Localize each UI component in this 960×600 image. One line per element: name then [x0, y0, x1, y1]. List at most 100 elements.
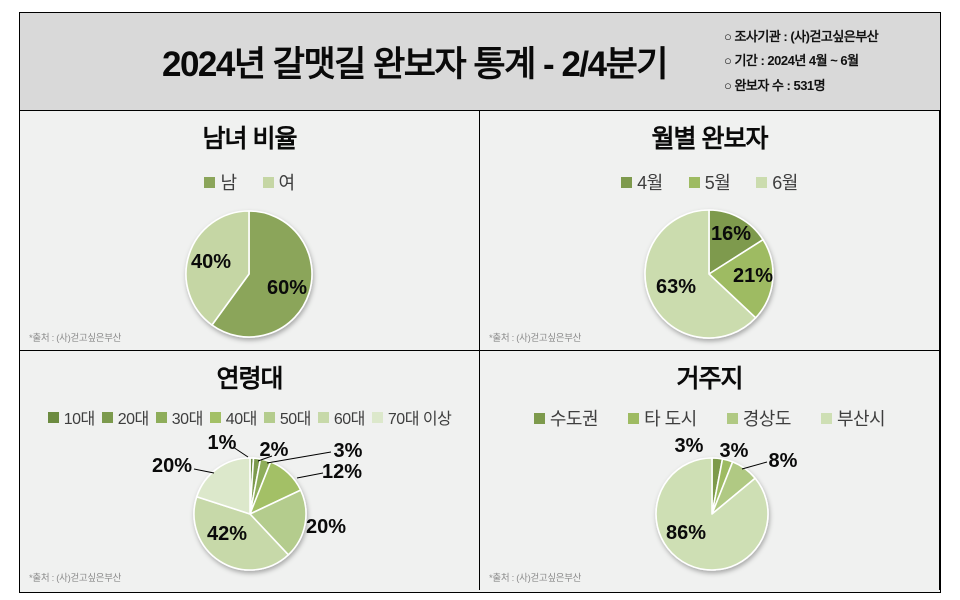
- legend-item-2: 경상도: [726, 405, 792, 431]
- chart-title: 거주지: [676, 365, 743, 393]
- legend-swatch-icon: [371, 411, 383, 423]
- pie-chart-age: 1% 2% 3%12% 20% 42% 20%: [152, 432, 363, 571]
- label-leader-line: [232, 446, 249, 458]
- legend-item-1: 타 도시: [628, 405, 697, 431]
- legend-item-3: 40대: [209, 405, 258, 429]
- quadrant-age-groups: 연령대 10대 20대 30대 40대 50대 60대 70대 이상 1% 2% 3% 12% 20…: [20, 351, 479, 590]
- legend-item-3: 부산시: [820, 405, 886, 431]
- legend-swatch-icon: [628, 412, 640, 424]
- header: 2024년 갈맷길 완보자 통계 - 2/4분기 ○ 조사기관 : (사)걷고싶…: [20, 13, 940, 111]
- pie-slice-여: [185, 210, 250, 326]
- info-item-count: ○ 완보자 수 : 531명: [724, 77, 826, 93]
- legend-label: 10대: [63, 411, 96, 428]
- legend-swatch-icon: [204, 176, 216, 188]
- pie-data-label: 3%: [720, 440, 749, 462]
- legend-swatch-icon: [262, 176, 274, 188]
- legend-label: 60대: [333, 411, 366, 428]
- source-note: *출처 : (사)걷고싶은부산: [29, 333, 122, 344]
- pie-slice-부산시: [655, 457, 769, 571]
- pie-data-label: 2%: [260, 439, 289, 461]
- chart-legend: 10대 20대 30대 40대 50대 60대 70대 이상: [20, 405, 479, 429]
- legend-item-4: 50대: [263, 405, 312, 429]
- legend-label: 남: [220, 173, 237, 193]
- legend-swatch-icon: [688, 176, 700, 188]
- legend-item-0: 수도권: [533, 405, 599, 431]
- legend-swatch-icon: [533, 412, 545, 424]
- source-note: *출처 : (사)걷고싶은부산: [489, 573, 582, 584]
- legend-label: 70대 이상: [387, 411, 452, 428]
- legend-swatch-icon: [756, 176, 768, 188]
- chart-legend: 4월 5월 6월: [480, 169, 939, 195]
- pie-chart-monthly: 16% 21% 63%: [644, 209, 774, 339]
- legend-label: 30대: [171, 411, 204, 428]
- legend-swatch-icon: [263, 411, 275, 423]
- chart-title: 연령대: [216, 365, 283, 393]
- legend-item-5: 60대: [317, 405, 366, 429]
- pie-data-label: 63%: [656, 276, 696, 298]
- legend-label: 여: [278, 173, 296, 193]
- legend-swatch-icon: [155, 411, 167, 423]
- legend-item-0: 남: [204, 169, 237, 195]
- pie-data-label: 42%: [207, 523, 247, 545]
- pie-slice-4월: [708, 209, 764, 275]
- pie-data-label: 86%: [666, 522, 706, 544]
- info-item-period: ○ 기간 : 2024년 4월 ~ 6월: [724, 53, 859, 69]
- legend-swatch-icon: [47, 411, 59, 423]
- pie-data-label: 21%: [733, 265, 773, 287]
- pie-slice-5월: [708, 238, 774, 319]
- legend-label: 6월: [772, 173, 798, 193]
- pie-data-label: 3%: [334, 440, 363, 462]
- statistics-board: 2024년 갈맷길 완보자 통계 - 2/4분기 ○ 조사기관 : (사)걷고싶…: [19, 12, 941, 593]
- legend-label: 부산시: [836, 409, 886, 429]
- legend-label: 경상도: [742, 409, 792, 429]
- pie-chart-residence: 3% 3% 8% 86%: [655, 435, 798, 571]
- legend-item-1: 5월: [688, 169, 731, 195]
- pie-chart-gender: 60% 40%: [185, 210, 313, 338]
- legend-item-1: 20대: [101, 405, 149, 429]
- chart-title: 월별 완보자: [651, 125, 769, 153]
- pie-data-label: 20%: [306, 516, 346, 538]
- legend-label: 50대: [279, 411, 312, 428]
- pie-data-label: 20%: [152, 455, 192, 477]
- legend-label: 40대: [225, 411, 258, 428]
- legend-item-2: 6월: [756, 169, 798, 195]
- legend-label: 4월: [637, 173, 663, 193]
- legend-label: 수도권: [549, 409, 599, 429]
- pie-data-label: 1%: [208, 432, 237, 454]
- pie-slice-70대 이상: [195, 457, 251, 515]
- legend-swatch-icon: [726, 412, 738, 424]
- legend-item-0: 4월: [621, 169, 663, 195]
- legend-item-6: 70대 이상: [371, 405, 452, 429]
- pie-data-label: 16%: [711, 223, 751, 245]
- legend-item-1: 여: [262, 169, 296, 195]
- page-title: 2024년 갈맷길 완보자 통계 - 2/4분기: [162, 45, 669, 84]
- legend-item-0: 10대: [47, 405, 96, 429]
- info-list: ○ 조사기관 : (사)걷고싶은부산 ○ 기간 : 2024년 4월 ~ 6월 …: [724, 25, 932, 97]
- quadrant-monthly-completers: 월별 완보자 4월 5월 6월 16% 21% 63% *출처 : (사)걷고싶은부산: [480, 111, 939, 350]
- legend-label: 5월: [704, 173, 731, 193]
- legend-item-2: 30대: [155, 405, 204, 429]
- quadrant-residence: 거주지 수도권 타 도시 경상도 부산시 3% 3% 8% 86% *출처 : (사)걷고싶…: [480, 351, 939, 590]
- pie-slice-남: [211, 210, 313, 338]
- label-leader-line: [741, 461, 768, 470]
- label-leader-line: [296, 472, 324, 479]
- label-leader-line: [193, 468, 215, 474]
- legend-swatch-icon: [621, 176, 633, 188]
- pie-slice-50대: [249, 489, 307, 556]
- chart-title: 남녀 비율: [202, 125, 298, 153]
- chart-legend: 수도권 타 도시 경상도 부산시: [480, 405, 939, 431]
- pie-data-label: 40%: [191, 251, 231, 273]
- legend-swatch-icon: [209, 411, 221, 423]
- legend-swatch-icon: [820, 412, 832, 424]
- legend-swatch-icon: [101, 411, 113, 423]
- pie-data-label: 60%: [267, 277, 307, 299]
- source-note: *출처 : (사)걷고싶은부산: [489, 333, 582, 344]
- legend-swatch-icon: [317, 411, 329, 423]
- info-item-agency: ○ 조사기관 : (사)걷고싶은부산: [724, 29, 879, 45]
- pie-slice-60대: [193, 495, 290, 571]
- source-note: *출처 : (사)걷고싶은부산: [29, 573, 122, 584]
- pie-slice-6월: [644, 209, 757, 339]
